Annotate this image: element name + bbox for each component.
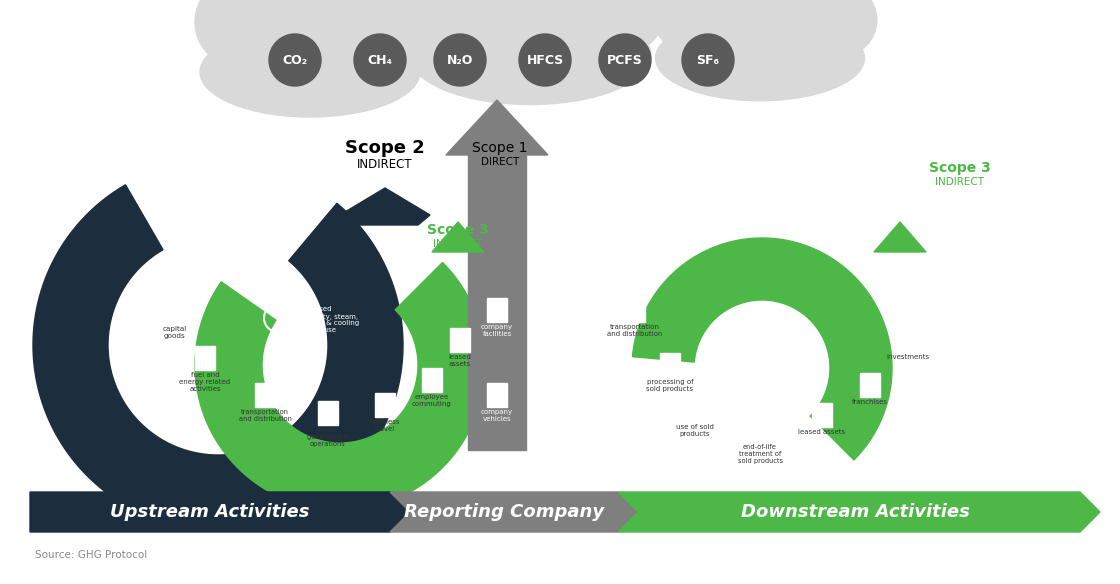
Polygon shape bbox=[195, 262, 485, 510]
Circle shape bbox=[435, 34, 486, 86]
FancyBboxPatch shape bbox=[625, 298, 645, 322]
Text: end-of-life
treatment of
sold products: end-of-life treatment of sold products bbox=[737, 444, 783, 464]
Text: leased
assets: leased assets bbox=[449, 354, 472, 367]
Text: SF₆: SF₆ bbox=[697, 54, 719, 67]
Text: company
facilities: company facilities bbox=[480, 324, 513, 337]
Polygon shape bbox=[340, 188, 430, 225]
Text: use of sold
products: use of sold products bbox=[676, 424, 713, 437]
Circle shape bbox=[599, 34, 651, 86]
Text: Scope 3: Scope 3 bbox=[930, 161, 991, 175]
FancyBboxPatch shape bbox=[422, 368, 442, 392]
Circle shape bbox=[403, 0, 503, 50]
Polygon shape bbox=[633, 238, 892, 460]
Text: business
travel: business travel bbox=[370, 419, 400, 432]
Text: INDIRECT: INDIRECT bbox=[433, 239, 483, 249]
FancyBboxPatch shape bbox=[660, 353, 680, 377]
Text: fuel and
energy related
activities: fuel and energy related activities bbox=[179, 372, 231, 392]
Text: leased assets: leased assets bbox=[799, 429, 846, 435]
Circle shape bbox=[581, 0, 665, 53]
Polygon shape bbox=[32, 185, 403, 530]
Circle shape bbox=[651, 0, 736, 53]
Circle shape bbox=[354, 34, 405, 86]
FancyBboxPatch shape bbox=[318, 401, 338, 425]
Circle shape bbox=[762, 0, 853, 51]
FancyBboxPatch shape bbox=[195, 346, 215, 370]
Circle shape bbox=[682, 34, 734, 86]
Text: purchased
electricity, steam,
heating, & cooling
for own use: purchased electricity, steam, heating, &… bbox=[295, 307, 360, 333]
FancyBboxPatch shape bbox=[685, 398, 704, 422]
Circle shape bbox=[195, 0, 284, 67]
Circle shape bbox=[804, 0, 877, 56]
FancyBboxPatch shape bbox=[450, 328, 470, 352]
Text: company
vehicles: company vehicles bbox=[480, 409, 513, 422]
Text: transportation
and distribution: transportation and distribution bbox=[239, 409, 291, 422]
Text: N₂O: N₂O bbox=[447, 54, 473, 67]
FancyBboxPatch shape bbox=[255, 383, 276, 407]
Polygon shape bbox=[390, 492, 638, 532]
Circle shape bbox=[682, 0, 781, 46]
Text: ⚡: ⚡ bbox=[273, 311, 282, 325]
FancyBboxPatch shape bbox=[375, 393, 395, 417]
Text: Scope 2: Scope 2 bbox=[345, 139, 424, 157]
Polygon shape bbox=[446, 100, 548, 155]
Text: Scope 3: Scope 3 bbox=[427, 223, 488, 237]
Text: transportation
and distribution: transportation and distribution bbox=[607, 324, 663, 337]
Text: processing of
sold products: processing of sold products bbox=[646, 379, 693, 392]
Text: waste
generated in
operations: waste generated in operations bbox=[307, 427, 349, 447]
Text: investments: investments bbox=[886, 354, 930, 360]
FancyBboxPatch shape bbox=[898, 328, 918, 352]
Circle shape bbox=[262, 0, 377, 65]
FancyBboxPatch shape bbox=[812, 403, 832, 427]
Circle shape bbox=[312, 0, 408, 65]
Polygon shape bbox=[618, 492, 1100, 532]
FancyBboxPatch shape bbox=[487, 298, 507, 322]
Text: franchises: franchises bbox=[852, 399, 888, 405]
Circle shape bbox=[440, 0, 554, 41]
Circle shape bbox=[715, 0, 824, 51]
Polygon shape bbox=[30, 492, 410, 532]
Ellipse shape bbox=[655, 15, 865, 101]
Text: Downstream Activities: Downstream Activities bbox=[740, 503, 970, 521]
FancyBboxPatch shape bbox=[487, 383, 507, 407]
Circle shape bbox=[228, 0, 332, 59]
Text: INDIRECT: INDIRECT bbox=[935, 177, 984, 187]
FancyBboxPatch shape bbox=[165, 300, 185, 324]
Ellipse shape bbox=[200, 27, 420, 117]
Circle shape bbox=[269, 34, 321, 86]
Ellipse shape bbox=[409, 5, 651, 105]
Text: HFCS: HFCS bbox=[526, 54, 563, 67]
Text: DIRECT: DIRECT bbox=[480, 157, 520, 167]
Text: Upstream Activities: Upstream Activities bbox=[110, 503, 310, 521]
Text: Reporting Company: Reporting Company bbox=[404, 503, 604, 521]
Circle shape bbox=[532, 0, 637, 47]
Circle shape bbox=[477, 0, 605, 47]
Polygon shape bbox=[874, 222, 926, 252]
Text: Source: GHG Protocol: Source: GHG Protocol bbox=[35, 550, 147, 560]
Text: INDIRECT: INDIRECT bbox=[357, 158, 413, 172]
Circle shape bbox=[357, 0, 433, 70]
Text: CH₄: CH₄ bbox=[367, 54, 392, 67]
Text: Scope 1: Scope 1 bbox=[473, 141, 528, 155]
FancyBboxPatch shape bbox=[860, 373, 880, 397]
FancyBboxPatch shape bbox=[750, 418, 771, 442]
Text: PCFS: PCFS bbox=[607, 54, 643, 67]
Text: employee
commuting: employee commuting bbox=[412, 394, 451, 407]
Circle shape bbox=[519, 34, 571, 86]
Text: capital
goods: capital goods bbox=[162, 326, 187, 339]
Text: CO₂: CO₂ bbox=[282, 54, 308, 67]
FancyBboxPatch shape bbox=[468, 155, 526, 450]
Polygon shape bbox=[432, 222, 484, 252]
